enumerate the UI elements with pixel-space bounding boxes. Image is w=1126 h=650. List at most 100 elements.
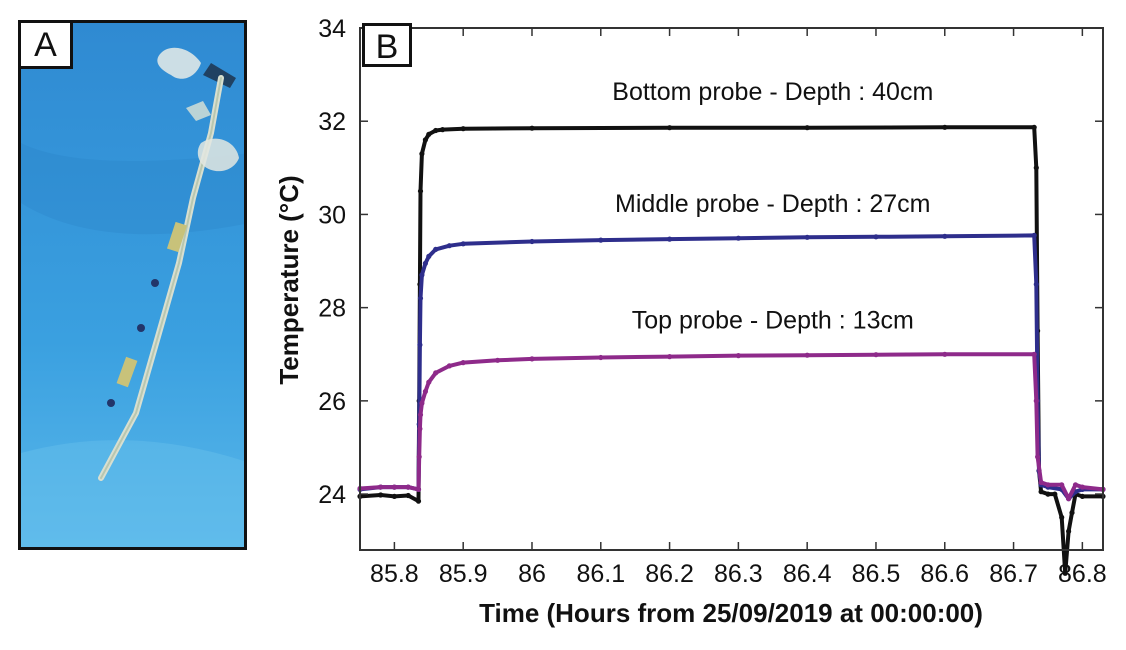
data-point-top	[378, 484, 384, 490]
data-point-bottom	[529, 125, 535, 131]
data-point-middle	[1033, 281, 1039, 287]
plot-frame	[359, 27, 1104, 551]
data-point-top	[735, 353, 742, 359]
photo-panel: A	[18, 20, 247, 550]
data-point-top	[417, 426, 423, 432]
data-point-bottom	[1033, 165, 1039, 171]
data-point-top	[1045, 482, 1051, 488]
data-point-middle	[942, 233, 948, 239]
tick-layer: 85.8 85.9 86 86.1 86.2 86.3 86.4 86.5 86.6 86.7 86…	[318, 15, 1107, 588]
y-tick-label: 30	[318, 201, 346, 229]
data-point-middle	[529, 238, 535, 245]
data-point-middle	[426, 253, 432, 259]
data-point-bottom	[417, 188, 424, 194]
data-point-bottom	[1052, 491, 1058, 497]
annotation-layer: Bottom probe - Depth : 40cm Middle probe …	[612, 78, 933, 334]
data-point-bottom	[419, 151, 425, 157]
series-line-top	[359, 352, 1104, 501]
data-point-top	[495, 357, 501, 363]
x-tick-label: 86.7	[989, 560, 1038, 588]
data-point-bottom	[405, 492, 411, 499]
series-top-probe	[357, 351, 1106, 502]
panel-b-label: B	[362, 23, 412, 67]
y-axis-title: Temperature (°C)	[274, 175, 304, 384]
data-point-middle	[417, 342, 423, 348]
y-tick-label: 26	[318, 388, 346, 416]
data-point-bottom	[378, 492, 384, 498]
data-point-middle	[804, 234, 810, 240]
y-tick-label: 28	[318, 295, 346, 323]
data-point-bottom	[1059, 514, 1065, 521]
data-point-bottom	[1079, 493, 1085, 499]
panel-a-label: A	[21, 23, 73, 69]
series-middle-probe	[357, 232, 1106, 502]
series-label-middle: Middle probe - Depth : 27cm	[615, 190, 930, 218]
data-point-top	[667, 354, 673, 360]
data-point-top	[460, 360, 466, 366]
data-point-top	[1033, 398, 1039, 404]
data-point-bottom	[1062, 570, 1068, 576]
data-point-bottom	[1038, 489, 1044, 495]
y-tick-label: 24	[318, 481, 346, 509]
data-point-top	[1035, 454, 1041, 460]
data-point-top	[422, 388, 428, 395]
x-tick-label: 85.9	[439, 560, 488, 588]
x-tick-label: 85.8	[370, 560, 419, 588]
data-point-top	[529, 356, 535, 362]
data-point-top	[1038, 479, 1044, 485]
data-point-top	[1066, 496, 1072, 502]
series-line-middle	[359, 233, 1103, 501]
data-point-bottom	[433, 127, 439, 134]
data-point-bottom	[415, 498, 422, 504]
data-point-bottom	[804, 125, 810, 131]
data-point-bottom	[391, 493, 397, 499]
data-point-top	[419, 400, 425, 406]
x-tick-label: 86.4	[783, 560, 832, 588]
data-point-bottom	[460, 126, 466, 132]
x-axis-title: Time (Hours from 25/09/2019 at 00:00:00)	[479, 598, 983, 628]
x-tick-label: 86.8	[1058, 560, 1107, 588]
data-point-top	[598, 354, 604, 361]
data-point-middle	[446, 243, 452, 249]
data-point-top	[1059, 482, 1065, 488]
x-tick-label: 86.1	[576, 560, 625, 588]
data-point-bottom	[1045, 491, 1051, 497]
data-point-bottom	[667, 125, 673, 131]
series-label-top: Top probe - Depth : 13cm	[632, 307, 914, 335]
data-point-top	[1079, 484, 1085, 490]
data-point-middle	[598, 237, 604, 243]
x-tick-label: 86	[518, 560, 546, 588]
data-point-top	[804, 352, 810, 358]
data-point-middle	[873, 234, 879, 240]
data-point-top	[391, 484, 397, 490]
data-point-top	[416, 454, 422, 460]
data-point-bottom	[440, 127, 446, 133]
data-point-top	[446, 363, 452, 369]
underwater-photo	[21, 23, 244, 547]
data-point-top	[1072, 482, 1079, 488]
data-point-middle	[422, 260, 428, 266]
data-point-bottom	[1031, 124, 1037, 130]
y-tick-label: 32	[318, 108, 346, 136]
data-point-middle	[460, 241, 466, 247]
data-point-bottom	[426, 131, 432, 137]
data-point-top	[1031, 351, 1037, 357]
data-point-top	[426, 379, 432, 385]
data-point-top	[942, 351, 948, 357]
data-point-top	[415, 486, 422, 492]
x-tick-label: 86.5	[852, 560, 901, 588]
data-point-middle	[667, 236, 673, 242]
data-point-top	[417, 412, 424, 418]
data-point-top	[873, 352, 879, 358]
data-point-bottom	[942, 124, 948, 130]
data-point-bottom	[1066, 528, 1072, 535]
data-point-middle	[417, 295, 424, 301]
data-point-middle	[735, 235, 742, 241]
data-point-bottom	[422, 137, 428, 143]
x-tick-label: 86.6	[920, 560, 969, 588]
data-point-top	[405, 484, 411, 490]
x-tick-label: 86.3	[714, 560, 763, 588]
x-tick-label: 86.2	[645, 560, 694, 588]
data-point-middle	[433, 246, 439, 252]
